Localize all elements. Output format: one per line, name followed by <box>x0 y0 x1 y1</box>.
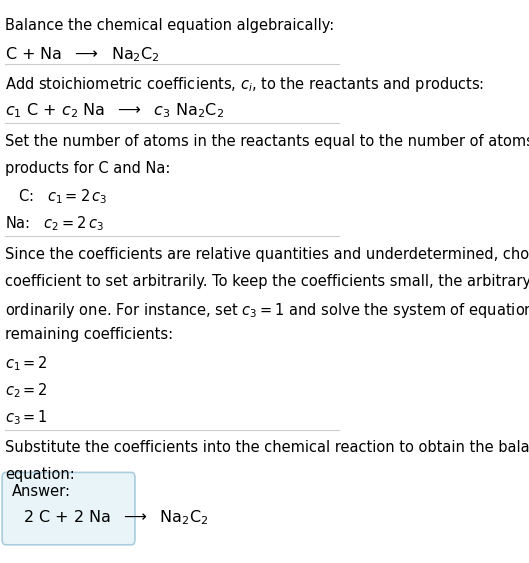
Text: $c_3 = 1$: $c_3 = 1$ <box>5 408 48 427</box>
Text: $c_1$ C + $c_2$ Na  $\longrightarrow$  $c_3$ Na$_2$C$_2$: $c_1$ C + $c_2$ Na $\longrightarrow$ $c_… <box>5 101 225 120</box>
Text: 2 C + 2 Na  $\longrightarrow$  Na$_2$C$_2$: 2 C + 2 Na $\longrightarrow$ Na$_2$C$_2$ <box>23 508 208 527</box>
Text: Na:   $c_2 = 2\,c_3$: Na: $c_2 = 2\,c_3$ <box>5 215 105 233</box>
Text: Add stoichiometric coefficients, $c_i$, to the reactants and products:: Add stoichiometric coefficients, $c_i$, … <box>5 75 485 93</box>
Text: C + Na  $\longrightarrow$  Na$_2$C$_2$: C + Na $\longrightarrow$ Na$_2$C$_2$ <box>5 45 160 64</box>
Text: Answer:: Answer: <box>12 484 71 499</box>
Text: products for C and Na:: products for C and Na: <box>5 160 171 176</box>
Text: coefficient to set arbitrarily. To keep the coefficients small, the arbitrary va: coefficient to set arbitrarily. To keep … <box>5 274 529 289</box>
Text: C:   $c_1 = 2\,c_3$: C: $c_1 = 2\,c_3$ <box>19 187 108 206</box>
Text: remaining coefficients:: remaining coefficients: <box>5 328 174 342</box>
Text: $c_1 = 2$: $c_1 = 2$ <box>5 354 48 373</box>
Text: Balance the chemical equation algebraically:: Balance the chemical equation algebraica… <box>5 18 335 33</box>
Text: $c_2 = 2$: $c_2 = 2$ <box>5 381 48 400</box>
Text: Set the number of atoms in the reactants equal to the number of atoms in the: Set the number of atoms in the reactants… <box>5 134 529 149</box>
FancyBboxPatch shape <box>2 472 135 545</box>
Text: equation:: equation: <box>5 467 75 482</box>
Text: ordinarily one. For instance, set $c_3 = 1$ and solve the system of equations fo: ordinarily one. For instance, set $c_3 =… <box>5 301 529 320</box>
Text: Since the coefficients are relative quantities and underdetermined, choose a: Since the coefficients are relative quan… <box>5 247 529 262</box>
Text: Substitute the coefficients into the chemical reaction to obtain the balanced: Substitute the coefficients into the che… <box>5 440 529 455</box>
